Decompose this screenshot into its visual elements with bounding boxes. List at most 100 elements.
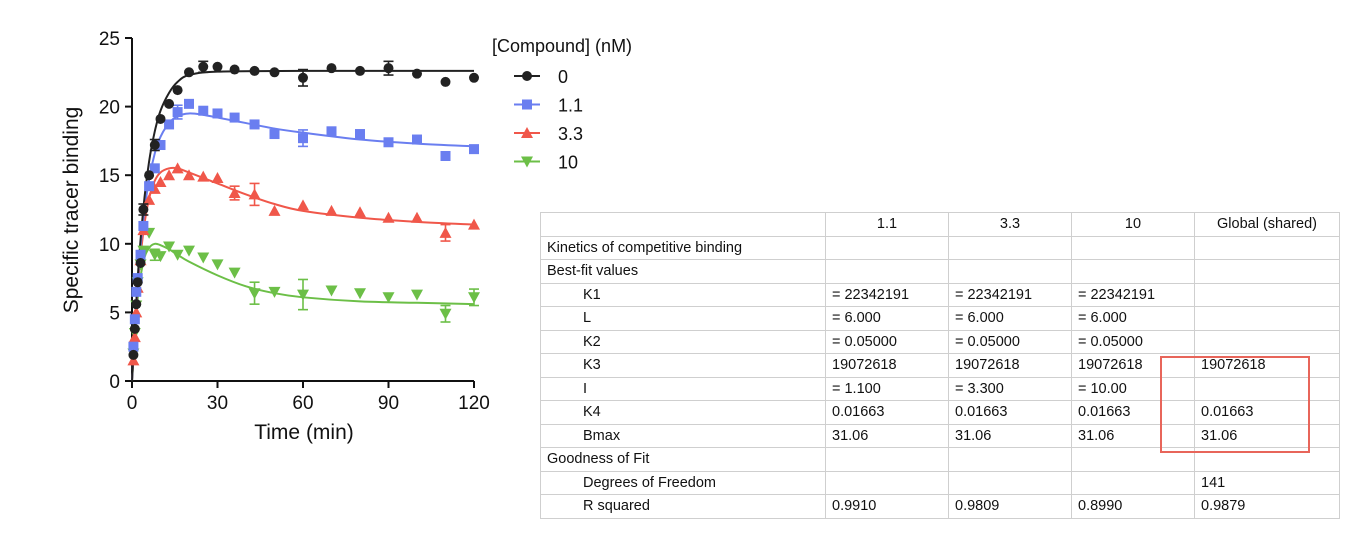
point-10 xyxy=(183,245,195,257)
point-3.3 xyxy=(439,226,452,238)
table-cell xyxy=(1194,306,1340,331)
x-tick-label: 60 xyxy=(292,393,313,414)
point-10 xyxy=(211,259,224,271)
point-1.1 xyxy=(249,119,260,130)
fit-curve-1.1 xyxy=(131,112,475,382)
table-row: R squared 0.9910 0.9809 0.8990 0.9879 xyxy=(540,494,1340,519)
table-cell: = 6.000 xyxy=(948,306,1072,331)
point-1.1 xyxy=(440,150,451,161)
point-1.1 xyxy=(129,314,140,325)
table-cell: = 3.300 xyxy=(948,376,1072,401)
header-cell: 3.3 xyxy=(948,212,1072,237)
row-label: L xyxy=(540,306,826,331)
legend-marker xyxy=(522,99,532,110)
point-0 xyxy=(132,277,143,288)
table-row: Bmax 31.06 31.06 31.06 31.06 xyxy=(540,423,1340,448)
table-cell: 31.06 xyxy=(825,423,949,448)
legend-label: 3.3 xyxy=(558,124,583,144)
point-3.3 xyxy=(228,187,241,199)
point-0 xyxy=(212,61,223,72)
point-3.3 xyxy=(297,199,309,211)
table-cell xyxy=(825,235,949,260)
table-cell: 0.01663 xyxy=(1194,400,1340,425)
point-3.3 xyxy=(354,206,366,218)
point-0 xyxy=(412,68,422,79)
table-cell: = 6.000 xyxy=(1071,306,1195,331)
table-cell: 31.06 xyxy=(1071,423,1195,448)
point-1.1 xyxy=(355,129,365,140)
table-row: L = 6.000 = 6.000 = 6.000 xyxy=(540,306,1340,331)
point-1.1 xyxy=(412,134,422,145)
point-0 xyxy=(355,65,365,76)
table-cell: 19072618 xyxy=(825,353,949,378)
point-1.1 xyxy=(326,126,337,137)
legend-marker xyxy=(522,71,532,81)
point-3.3 xyxy=(325,204,338,216)
table-cell xyxy=(1071,259,1195,284)
point-10 xyxy=(297,289,309,301)
table-cell xyxy=(825,447,949,472)
table-row: Goodness of Fit xyxy=(540,447,1340,472)
table-row: K3 19072618 19072618 19072618 19072618 xyxy=(540,353,1340,378)
legend-title: [Compound] (nM) xyxy=(492,36,632,56)
table-cell xyxy=(1071,470,1195,495)
point-0 xyxy=(172,85,183,96)
table-cell: = 0.05000 xyxy=(825,329,949,354)
row-label: K1 xyxy=(540,282,826,307)
point-1.1 xyxy=(184,98,194,109)
table-row: K2 = 0.05000 = 0.05000 = 0.05000 xyxy=(540,329,1340,354)
point-1.1 xyxy=(383,137,394,148)
point-0 xyxy=(269,67,280,78)
point-10 xyxy=(354,288,366,300)
point-0 xyxy=(131,299,142,310)
point-10 xyxy=(325,285,338,297)
point-3.3 xyxy=(154,176,167,188)
row-label: I xyxy=(540,376,826,401)
y-axis-title: Specific tracer binding xyxy=(60,107,83,314)
header-cell: Global (shared) xyxy=(1194,212,1340,237)
table-cell xyxy=(948,235,1072,260)
legend: [Compound] (nM) 0 1.1 3.3 10 xyxy=(492,36,632,173)
point-1.1 xyxy=(135,249,146,260)
point-10 xyxy=(468,292,480,304)
point-10 xyxy=(197,252,210,264)
point-10 xyxy=(163,241,176,253)
table-cell: 0.8990 xyxy=(1071,494,1195,519)
point-3.3 xyxy=(143,193,156,205)
table-row: Degrees of Freedom 141 xyxy=(540,470,1340,495)
table-header-row: 1.1 3.3 10 Global (shared) xyxy=(540,212,1340,237)
point-10 xyxy=(228,267,241,279)
table-cell: 0.9879 xyxy=(1194,494,1340,519)
x-tick-label: 120 xyxy=(458,393,490,414)
table-cell xyxy=(948,470,1072,495)
point-3.3 xyxy=(268,204,281,216)
table-cell: 19072618 xyxy=(948,353,1072,378)
table-cell xyxy=(1194,259,1340,284)
point-3.3 xyxy=(382,211,395,223)
legend-label: 1.1 xyxy=(558,96,583,116)
point-0 xyxy=(138,204,149,215)
point-0 xyxy=(469,72,479,83)
legend-label: 10 xyxy=(558,153,578,173)
row-label: K3 xyxy=(540,353,826,378)
point-1.1 xyxy=(128,341,139,352)
header-cell: 10 xyxy=(1071,212,1195,237)
table-cell: = 6.000 xyxy=(825,306,949,331)
point-10 xyxy=(411,289,423,301)
point-1.1 xyxy=(269,129,280,140)
y-tick-label: 20 xyxy=(99,98,120,119)
x-axis-title: Time (min) xyxy=(254,421,354,444)
row-label: R squared xyxy=(540,494,826,519)
table-cell xyxy=(1194,235,1340,260)
legend-marker xyxy=(521,127,533,138)
point-3.3 xyxy=(171,162,184,174)
point-3.3 xyxy=(248,188,261,200)
table-cell xyxy=(1071,447,1195,472)
table-cell: = 22342191 xyxy=(1071,282,1195,307)
point-10 xyxy=(439,308,452,320)
point-0 xyxy=(440,76,451,87)
table-row: K1 = 22342191 = 22342191 = 22342191 xyxy=(540,282,1340,307)
point-3.3 xyxy=(128,331,141,343)
point-0 xyxy=(229,64,240,75)
table-cell: 0.01663 xyxy=(825,400,949,425)
